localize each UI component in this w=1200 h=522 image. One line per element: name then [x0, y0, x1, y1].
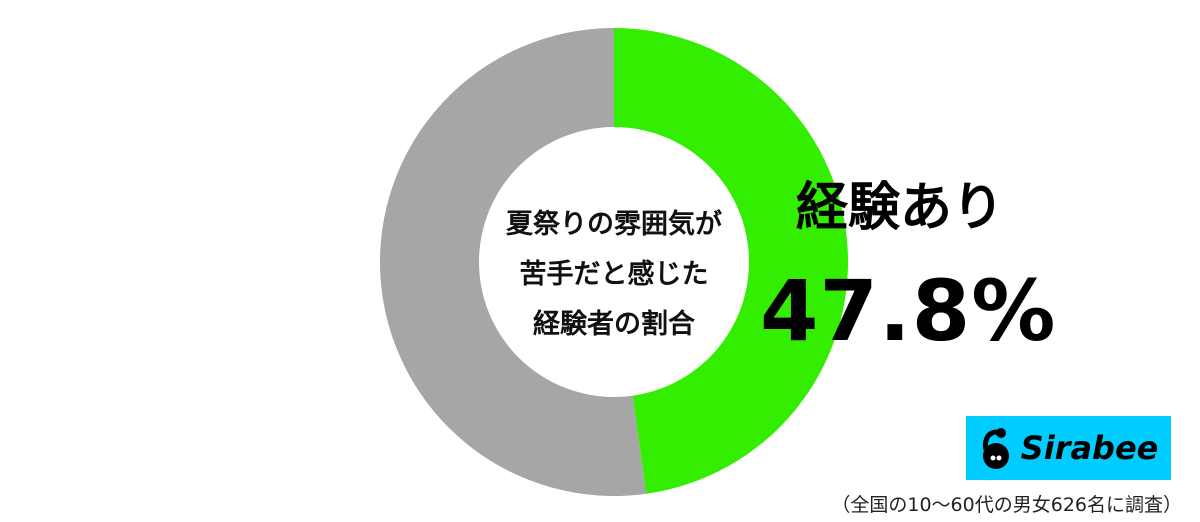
center-title-line: 経験者の割合	[533, 309, 695, 340]
swan-icon	[982, 428, 1009, 469]
chart-center-title: 夏祭りの雰囲気が 苦手だと感じた 経験者の割合	[479, 200, 749, 350]
sirabee-logo: Sirabee	[966, 416, 1171, 480]
center-title-line: 苦手だと感じた	[519, 259, 709, 290]
highlight-label: 経験あり	[795, 178, 1004, 238]
highlight-value: 47.8%	[760, 262, 1057, 360]
survey-footnote: （全国の10〜60代の男女626名に調査）	[831, 494, 1182, 516]
donut-slice-1	[614, 28, 849, 494]
logo-text: Sirabee	[1020, 429, 1159, 467]
center-title-line: 夏祭りの雰囲気が	[506, 209, 722, 240]
donut-slice-2	[380, 28, 647, 496]
